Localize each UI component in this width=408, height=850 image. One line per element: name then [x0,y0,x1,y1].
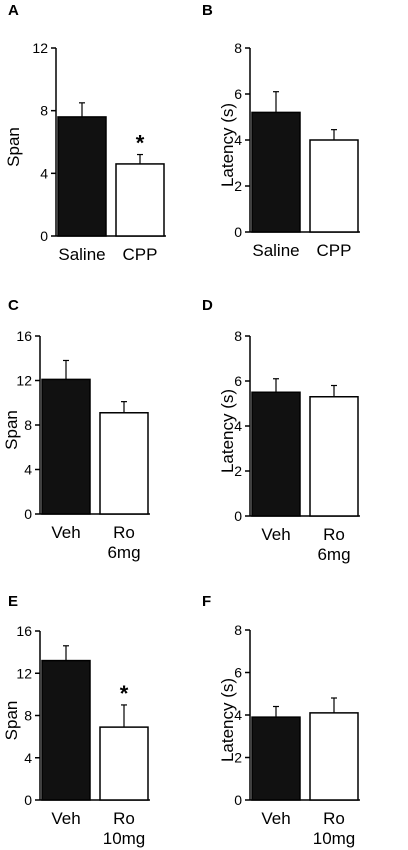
panel-a: A 0 4 8 12 Span Saline * CPP [4,2,166,264]
panel-letter: C [8,297,19,314]
bar-control [57,116,107,237]
y-axis-label: Latency (s) [218,103,237,187]
y-tick-label: 6 [234,86,242,102]
x-category-label: Saline [252,241,299,260]
x-category-label: Veh [261,809,290,828]
x-category-label: Veh [51,809,80,828]
x-category-label: CPP [317,241,352,260]
y-tick-label: 0 [24,792,32,808]
y-tick-label: 4 [24,462,32,478]
significance-asterisk: * [136,131,145,156]
bar-treatment [99,726,149,801]
y-tick-label: 8 [234,40,242,56]
y-tick-label: 12 [16,373,32,389]
y-tick-label: 0 [24,506,32,522]
y-tick-label: 16 [16,623,32,639]
y-tick-label: 4 [234,418,242,434]
panel-letter: D [202,297,213,314]
x-category-label: 6mg [317,545,350,564]
bar-treatment [309,396,359,517]
x-category-label: 10mg [103,829,146,848]
x-category-label: Saline [58,245,105,264]
y-tick-label: 0 [40,228,48,244]
bar-treatment [309,139,359,233]
x-category-label: Veh [51,523,80,542]
bar-control [251,391,301,517]
y-tick-label: 8 [234,328,242,344]
y-tick-label: 2 [234,750,242,766]
y-axis-label: Latency (s) [218,389,237,473]
significance-asterisk: * [120,681,129,706]
bar-control [251,716,301,801]
bar-treatment [99,412,149,515]
x-category-label: Ro [113,523,135,542]
y-tick-label: 8 [40,103,48,119]
y-tick-label: 0 [234,224,242,240]
y-axis-label: Span [2,410,21,450]
y-tick-label: 6 [234,373,242,389]
panel-letter: E [8,593,18,610]
panel-letter: F [202,593,211,610]
x-category-label: Ro [323,809,345,828]
y-tick-label: 4 [40,165,48,181]
x-category-label: Ro [323,525,345,544]
x-category-label: CPP [123,245,158,264]
x-category-label: Ro [113,809,135,828]
bar-treatment [115,163,165,237]
y-tick-label: 2 [234,463,242,479]
y-tick-label: 0 [234,508,242,524]
panel-letter: B [202,2,213,19]
y-tick-label: 16 [16,328,32,344]
bar-control [41,378,91,515]
y-tick-label: 8 [24,417,32,433]
bar-control [251,111,301,233]
y-tick-label: 2 [234,178,242,194]
panel-letter: A [8,2,19,19]
x-category-label: 6mg [107,543,140,562]
y-tick-label: 6 [234,665,242,681]
bar-treatment [309,712,359,801]
y-tick-label: 12 [16,665,32,681]
y-tick-label: 8 [24,708,32,724]
panel-b: B 0 2 4 6 8 Latency (s) Saline CPP [202,2,360,260]
y-tick-label: 4 [234,707,242,723]
y-tick-label: 12 [32,40,48,56]
y-tick-label: 4 [24,750,32,766]
y-tick-label: 4 [234,132,242,148]
y-axis-label: Span [2,701,21,741]
y-axis-label: Latency (s) [218,678,237,762]
x-category-label: Veh [261,525,290,544]
y-tick-label: 0 [234,792,242,808]
x-category-label: 10mg [313,829,356,848]
y-tick-label: 8 [234,622,242,638]
bar-control [41,659,91,801]
y-axis-label: Span [4,127,23,167]
